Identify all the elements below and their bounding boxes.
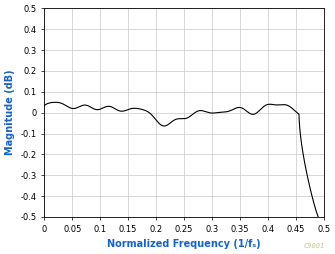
Y-axis label: Magnitude (dB): Magnitude (dB): [5, 70, 15, 155]
Text: C9001: C9001: [304, 243, 325, 249]
X-axis label: Normalized Frequency (1/fₛ): Normalized Frequency (1/fₛ): [107, 239, 261, 249]
